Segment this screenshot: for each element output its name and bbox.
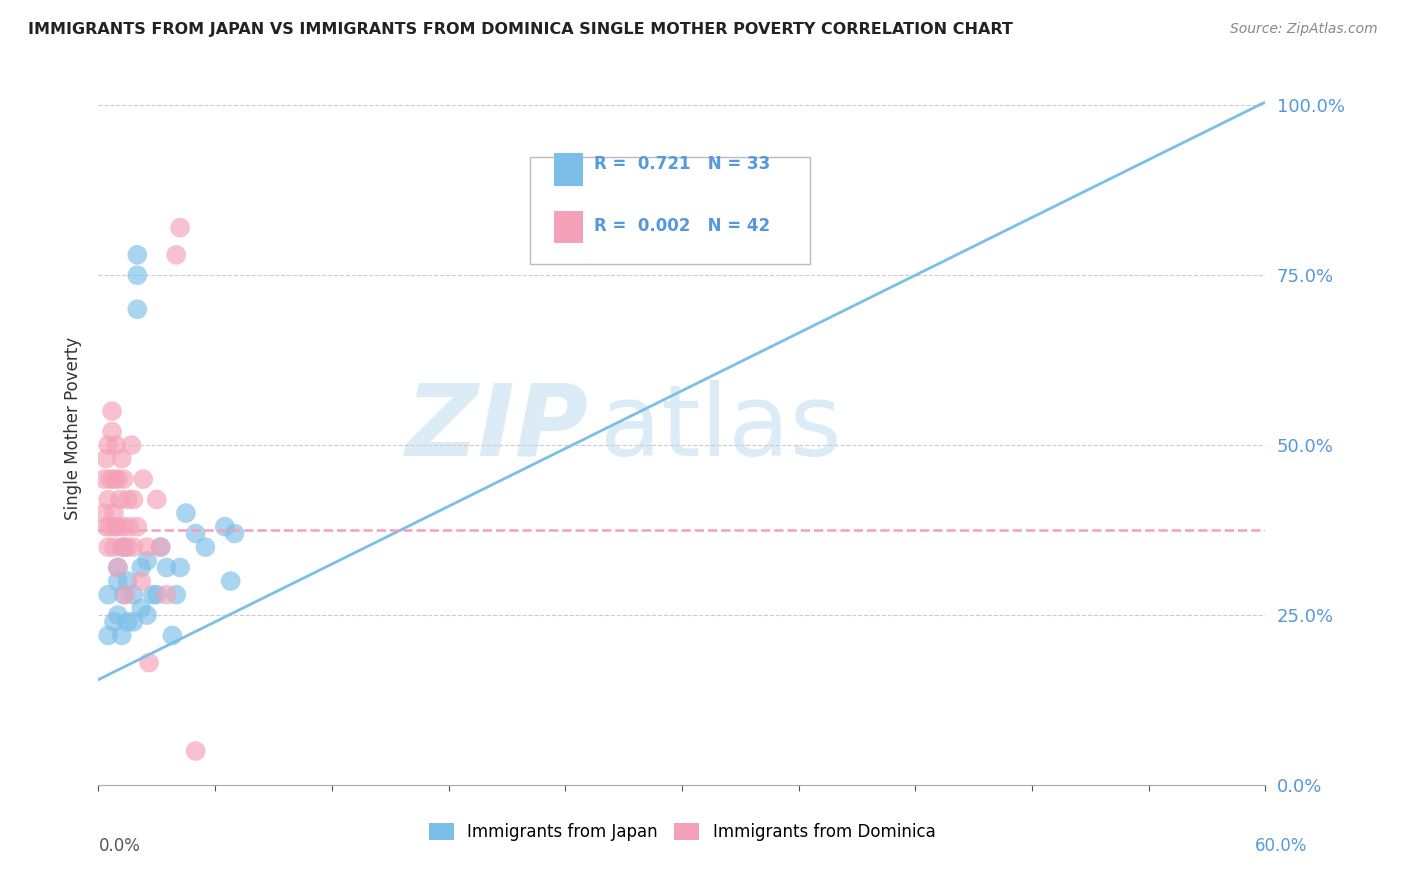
Point — [122, 492, 145, 507]
Point — [129, 560, 152, 574]
Point — [155, 560, 177, 574]
Point — [169, 560, 191, 574]
Point — [112, 472, 135, 486]
Point — [93, 472, 115, 486]
Text: R =  0.721   N = 33: R = 0.721 N = 33 — [595, 155, 770, 173]
Y-axis label: Single Mother Poverty: Single Mother Poverty — [65, 336, 83, 520]
Point — [97, 492, 120, 507]
Point — [104, 519, 127, 533]
Point — [112, 540, 135, 554]
Point — [107, 608, 129, 623]
Point — [117, 615, 139, 629]
Point — [194, 540, 217, 554]
Point — [165, 588, 187, 602]
Point — [98, 472, 121, 486]
Point — [169, 220, 191, 235]
Point — [129, 601, 152, 615]
Point — [111, 540, 134, 554]
Point — [118, 519, 141, 533]
Point — [129, 574, 152, 588]
Point — [107, 519, 129, 533]
Point — [174, 506, 197, 520]
Point — [136, 608, 159, 623]
Text: Source: ZipAtlas.com: Source: ZipAtlas.com — [1230, 22, 1378, 37]
Point — [122, 588, 145, 602]
Point — [219, 574, 242, 588]
Point — [184, 744, 207, 758]
Legend: Immigrants from Japan, Immigrants from Dominica: Immigrants from Japan, Immigrants from D… — [422, 816, 942, 848]
Point — [97, 628, 120, 642]
Point — [107, 472, 129, 486]
Point — [97, 540, 120, 554]
Point — [138, 656, 160, 670]
Point — [97, 438, 120, 452]
Point — [96, 519, 118, 533]
Point — [117, 574, 139, 588]
Point — [98, 519, 121, 533]
Text: 0.0%: 0.0% — [98, 837, 141, 855]
Point — [111, 451, 134, 466]
Point — [224, 526, 246, 541]
Point — [214, 519, 236, 533]
Point — [101, 404, 124, 418]
Text: R =  0.002   N = 42: R = 0.002 N = 42 — [595, 218, 770, 235]
Point — [103, 540, 125, 554]
Point — [107, 560, 129, 574]
Point — [136, 540, 159, 554]
Point — [96, 451, 118, 466]
Point — [127, 302, 149, 317]
Point — [117, 540, 139, 554]
Point — [122, 540, 145, 554]
Point — [127, 248, 149, 262]
FancyBboxPatch shape — [554, 153, 582, 186]
Point — [127, 268, 149, 283]
Text: IMMIGRANTS FROM JAPAN VS IMMIGRANTS FROM DOMINICA SINGLE MOTHER POVERTY CORRELAT: IMMIGRANTS FROM JAPAN VS IMMIGRANTS FROM… — [28, 22, 1012, 37]
Point — [111, 628, 134, 642]
Point — [101, 425, 124, 439]
Point — [127, 519, 149, 533]
Text: 60.0%: 60.0% — [1256, 837, 1308, 855]
Point — [162, 628, 184, 642]
Point — [165, 248, 187, 262]
Point — [112, 588, 135, 602]
Point — [112, 519, 135, 533]
Point — [103, 472, 125, 486]
Point — [132, 472, 155, 486]
Point — [117, 492, 139, 507]
Point — [97, 588, 120, 602]
Point — [107, 574, 129, 588]
Point — [146, 588, 169, 602]
Point — [93, 506, 115, 520]
Point — [155, 588, 177, 602]
Point — [103, 506, 125, 520]
FancyBboxPatch shape — [530, 157, 810, 264]
Point — [121, 438, 143, 452]
Point — [149, 540, 172, 554]
Point — [136, 554, 159, 568]
Point — [146, 492, 169, 507]
FancyBboxPatch shape — [554, 211, 582, 243]
Point — [122, 615, 145, 629]
Text: atlas: atlas — [600, 380, 842, 476]
Point — [142, 588, 165, 602]
Point — [108, 492, 131, 507]
Point — [184, 526, 207, 541]
Point — [114, 588, 136, 602]
Point — [104, 438, 127, 452]
Point — [107, 560, 129, 574]
Text: ZIP: ZIP — [405, 380, 589, 476]
Point — [103, 615, 125, 629]
Point — [149, 540, 172, 554]
